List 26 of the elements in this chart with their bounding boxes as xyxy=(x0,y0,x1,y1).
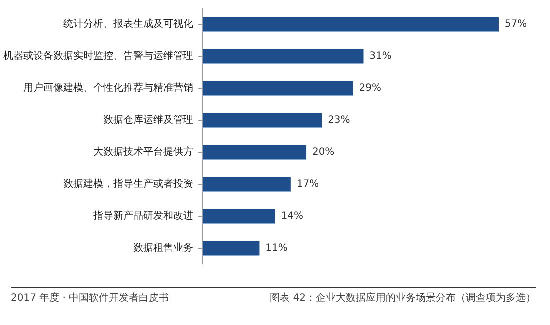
y-tick-label: 数据租售业务 xyxy=(134,242,194,254)
data-label: 29% xyxy=(359,83,382,94)
y-tick-label: 机器或设备数据实时监控、告警与运维管理 xyxy=(4,50,194,62)
bar xyxy=(202,177,291,192)
y-tick-label: 统计分析、报表生成及可视化 xyxy=(64,18,194,30)
y-tick-label: 数据仓库运维及管理 xyxy=(104,114,194,126)
data-label: 14% xyxy=(281,211,304,222)
data-label: 23% xyxy=(328,115,350,126)
bar xyxy=(202,81,354,96)
y-tick-label: 用户画像建模、个性化推荐与精准营销 xyxy=(24,82,194,94)
y-tick-label: 指导新产品研发和改进 xyxy=(92,210,194,222)
data-label: 17% xyxy=(296,179,320,190)
bar xyxy=(202,209,276,224)
bar xyxy=(202,113,322,128)
data-label: 11% xyxy=(266,243,288,254)
bar xyxy=(202,241,260,256)
y-tick-label: 大数据技术平台提供方 xyxy=(94,146,194,158)
data-label: 20% xyxy=(312,147,335,158)
data-label: 31% xyxy=(370,51,392,62)
y-tick-label: 数据建模，指导生产或者投资 xyxy=(64,178,194,190)
data-label: 57% xyxy=(504,19,528,30)
text: 图表 42：企业大数据应用的业务场景分布（调查项为多选） xyxy=(270,292,536,306)
bar xyxy=(202,49,364,64)
text: 2017 年度 · 中国软件开发者白皮书 xyxy=(11,292,170,306)
bar xyxy=(202,17,499,32)
bar xyxy=(202,145,307,160)
